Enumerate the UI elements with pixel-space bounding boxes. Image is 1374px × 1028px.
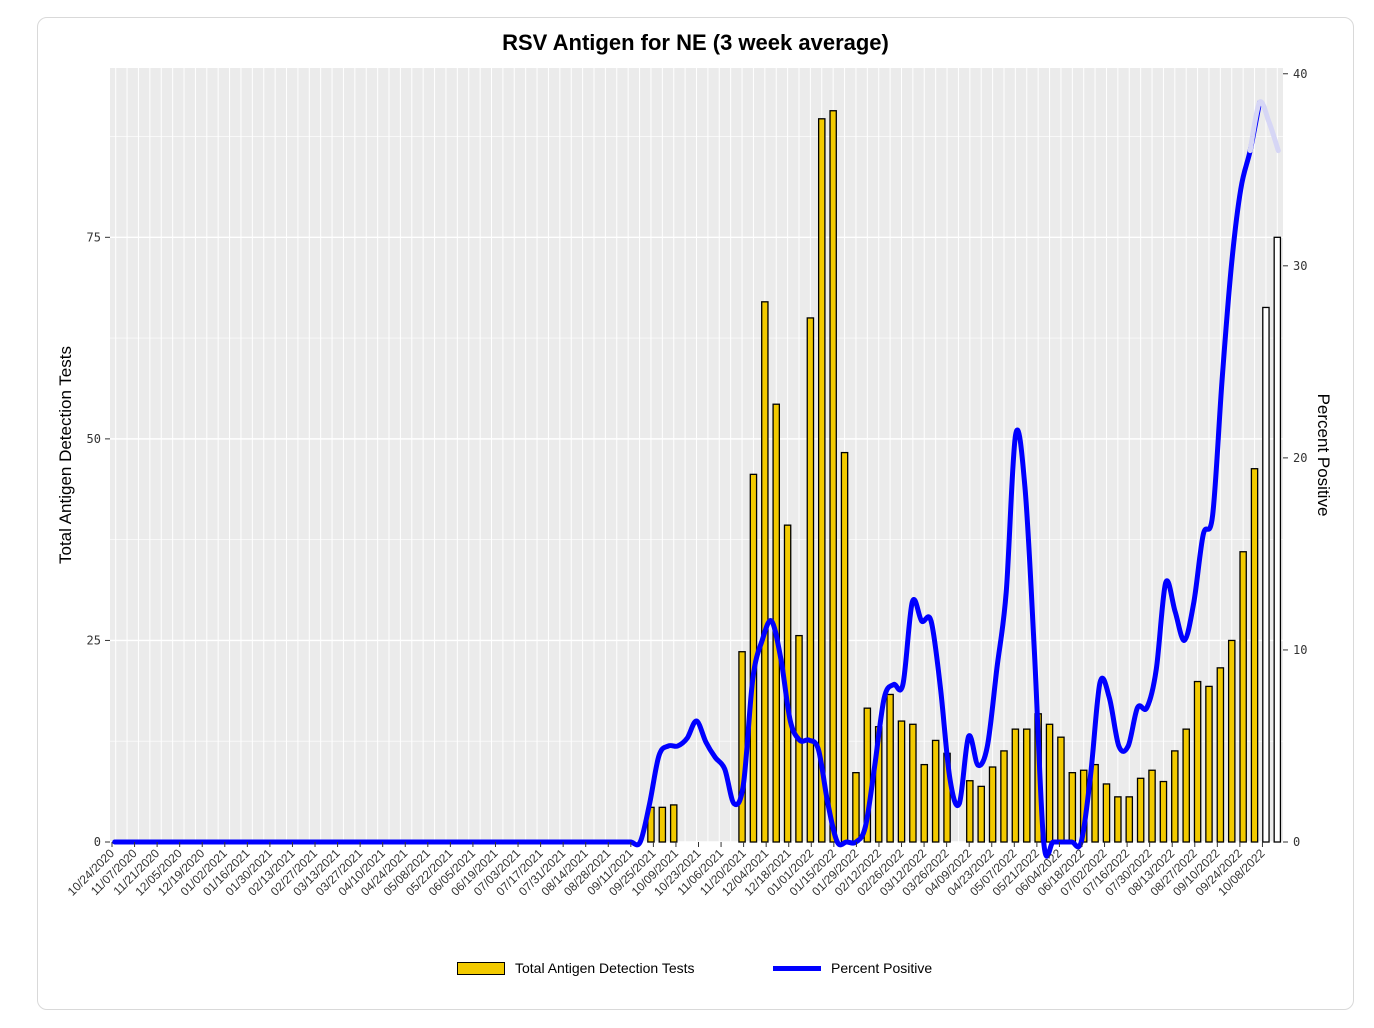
chart-title: RSV Antigen for NE (3 week average) [502, 30, 889, 55]
bar [863, 707, 872, 843]
bar [738, 651, 746, 843]
bar [1000, 750, 1008, 843]
percent-positive-line-provisional [1247, 99, 1281, 154]
bar [829, 110, 837, 843]
bar [909, 723, 917, 843]
bar [1011, 728, 1020, 843]
bar [1227, 639, 1236, 843]
bar [840, 451, 849, 843]
legend-item-bars: Total Antigen Detection Tests [457, 960, 695, 976]
bar [897, 720, 906, 843]
legend-bar-swatch [457, 961, 505, 975]
y-tick-label-left: 75 [87, 230, 101, 244]
bar [852, 772, 860, 843]
bar [1239, 551, 1247, 843]
bar [669, 804, 678, 843]
bar [977, 785, 985, 843]
bar [1114, 796, 1122, 843]
bar [1022, 728, 1031, 843]
legend-bar-label: Total Antigen Detection Tests [515, 960, 695, 976]
legend-line-swatch [773, 965, 821, 971]
percent-positive-line [112, 100, 1262, 859]
bar [1216, 667, 1225, 843]
bar [931, 739, 940, 843]
legend: Total Antigen Detection Tests Percent Po… [0, 960, 1374, 984]
bar [1171, 750, 1179, 843]
bar [1125, 796, 1134, 843]
bar [1148, 769, 1156, 843]
y-tick-label-left: 25 [87, 633, 101, 647]
bar [1057, 736, 1065, 843]
bar [761, 301, 769, 843]
bar [1091, 763, 1099, 843]
bar [1250, 468, 1259, 843]
bar [1273, 236, 1282, 843]
bar [1262, 306, 1270, 843]
y-tick-label-right: 10 [1293, 643, 1307, 657]
bar [1205, 685, 1213, 843]
bar [920, 763, 929, 843]
bar [658, 806, 667, 843]
y-tick-label-right: 30 [1293, 259, 1307, 273]
y-tick-label-right: 0 [1293, 835, 1300, 849]
bar [1136, 777, 1145, 843]
legend-line-label: Percent Positive [831, 960, 933, 976]
bar [806, 317, 815, 843]
y-tick-label-right: 20 [1293, 451, 1307, 465]
bar [1045, 723, 1054, 843]
bar [966, 780, 974, 843]
y-tick-label-left: 0 [94, 835, 101, 849]
bar [1159, 780, 1168, 843]
bar [1068, 772, 1077, 843]
bar [988, 766, 997, 843]
bar [886, 693, 894, 843]
bar [1102, 783, 1111, 843]
y-tick-label-left: 50 [87, 432, 101, 446]
bar [1193, 680, 1202, 843]
bar [1182, 728, 1190, 843]
legend-item-line: Percent Positive [773, 960, 932, 976]
y-tick-label-right: 40 [1293, 67, 1307, 81]
bar [817, 118, 826, 843]
